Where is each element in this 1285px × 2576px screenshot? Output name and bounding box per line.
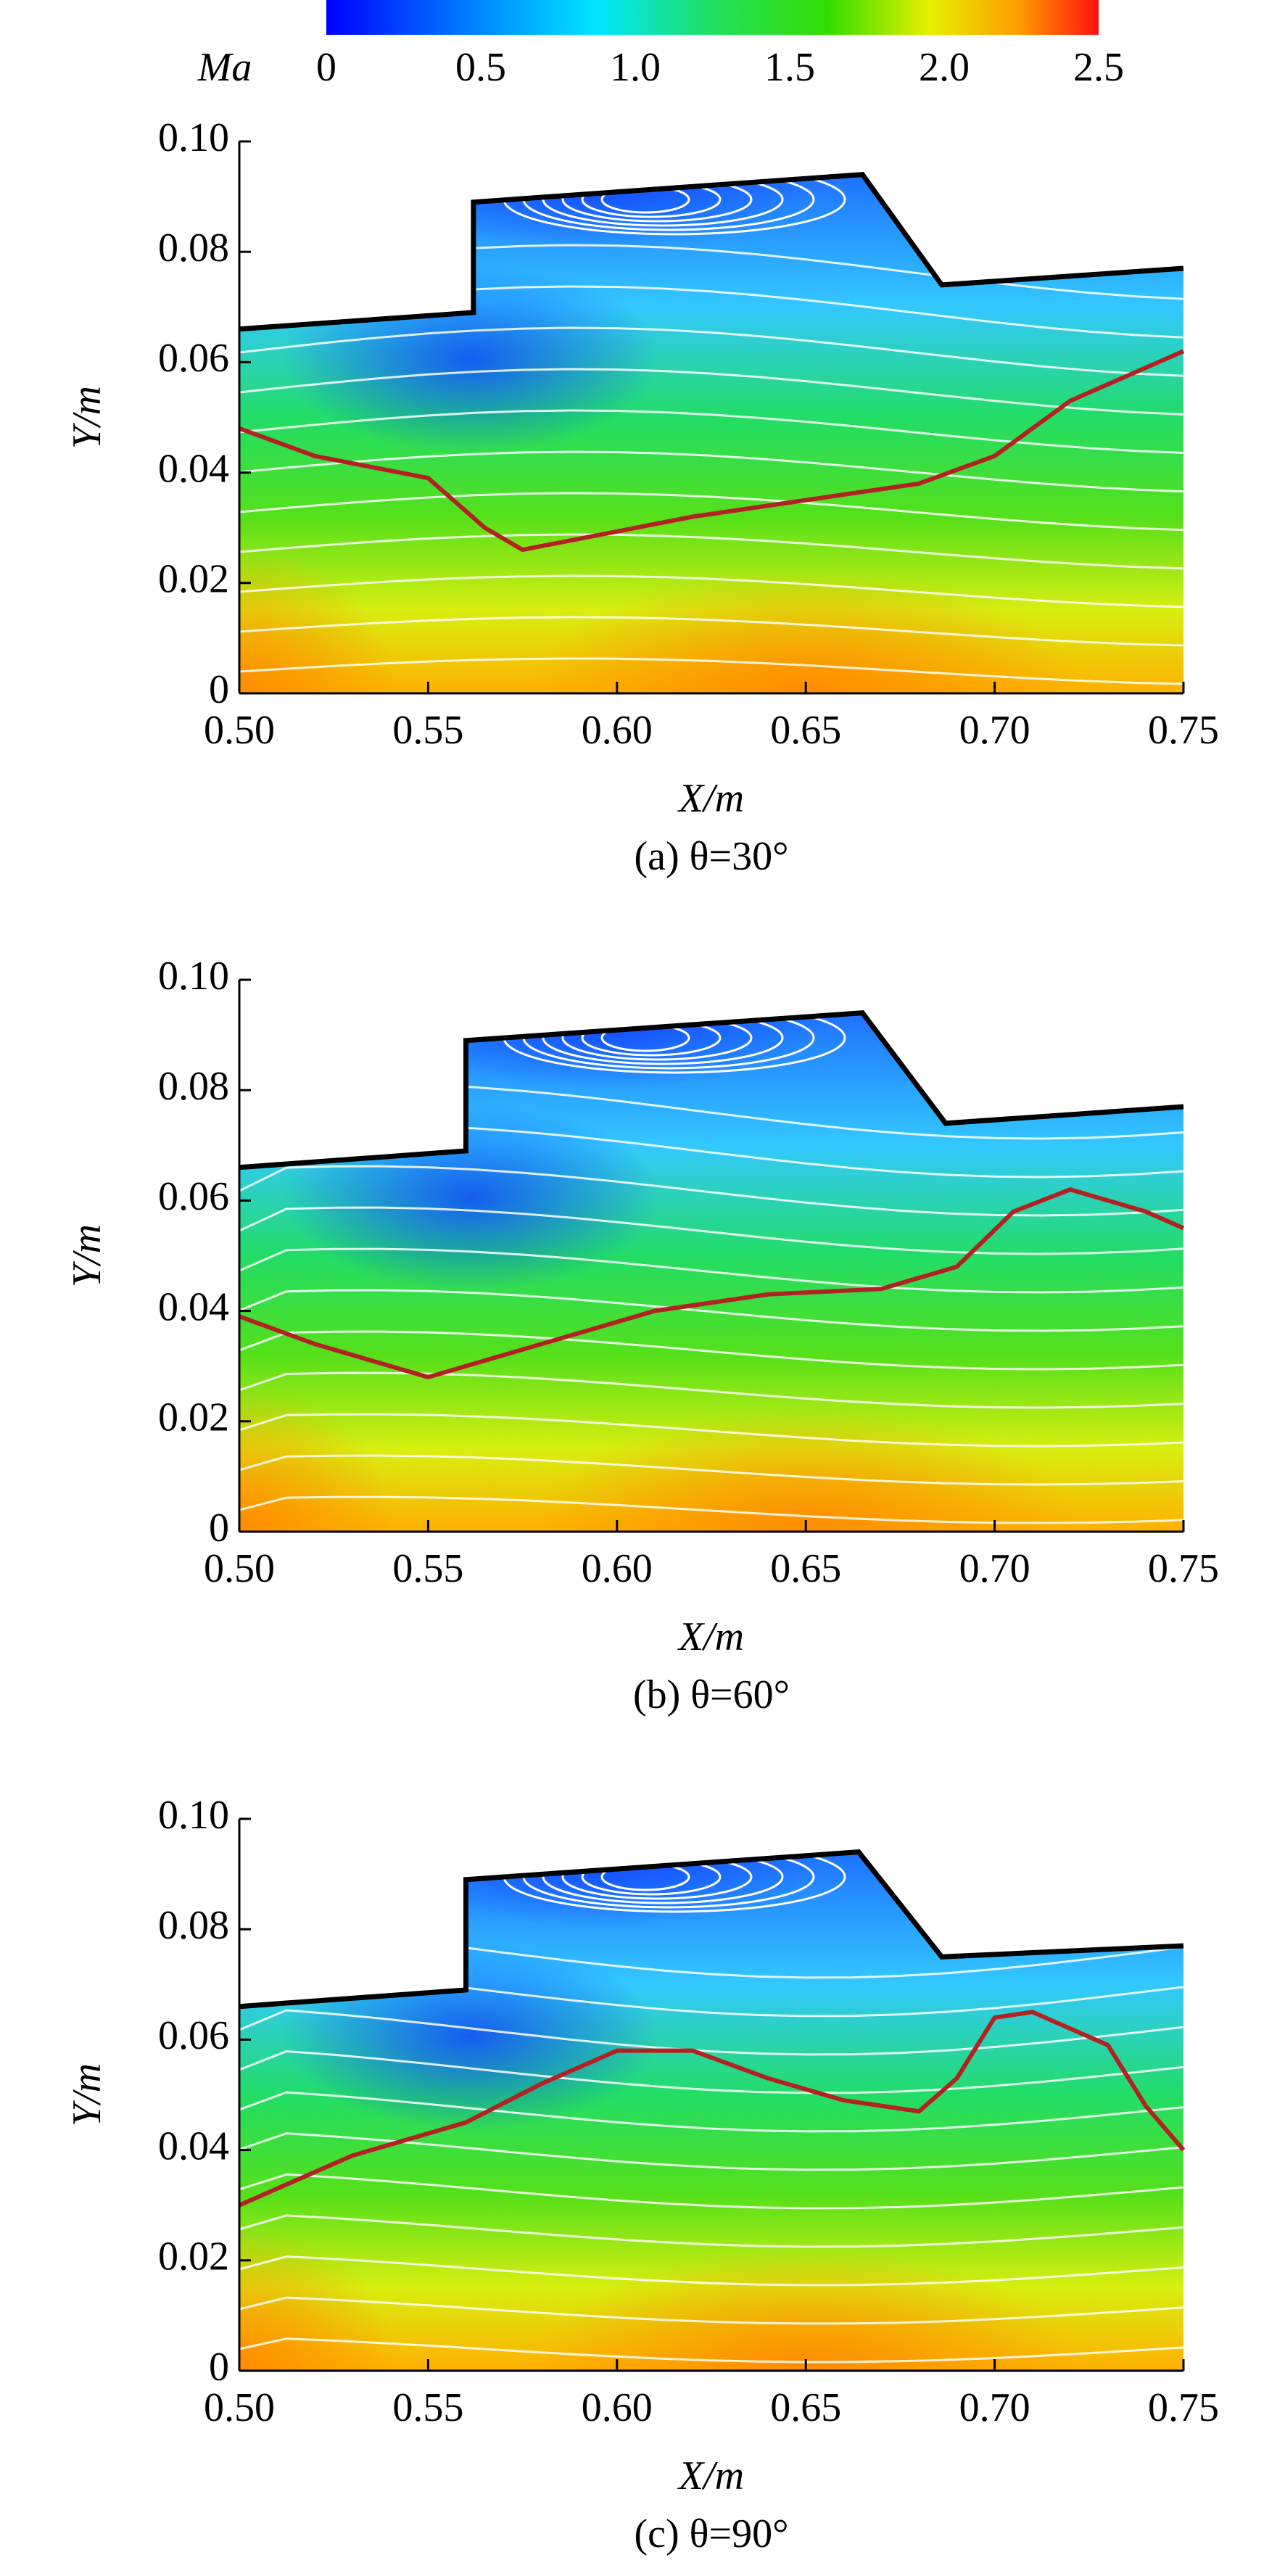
y-tick-label: 0.02 bbox=[158, 557, 229, 602]
streamline bbox=[239, 1289, 1183, 1332]
colorbar-tick-label: 2.5 bbox=[1073, 45, 1124, 90]
streamline bbox=[239, 450, 1183, 493]
field-hot bbox=[530, 1408, 1082, 1532]
x-tick-label: 0.65 bbox=[770, 2385, 841, 2430]
x-axis-label: X/m bbox=[677, 776, 744, 821]
streamline bbox=[239, 2049, 1183, 2094]
panel-caption: (c) θ=90° bbox=[635, 2511, 789, 2556]
colorbar-tick-label: 0 bbox=[316, 45, 336, 90]
y-tick-label: 0 bbox=[209, 1506, 229, 1551]
y-tick-label: 0.06 bbox=[158, 2013, 229, 2058]
sonic-line bbox=[238, 349, 1185, 553]
x-tick-label: 0.75 bbox=[1148, 708, 1219, 753]
x-tick-label: 0.75 bbox=[1148, 1546, 1219, 1591]
field-cold bbox=[283, 1103, 660, 1292]
y-tick-label: 0.10 bbox=[158, 1793, 229, 1838]
colorbar-tick-label: 0.5 bbox=[455, 45, 506, 90]
streamline bbox=[239, 2296, 1183, 2325]
x-tick-label: 0.60 bbox=[582, 2385, 653, 2430]
y-tick-label: 0.04 bbox=[158, 1284, 229, 1329]
streamline bbox=[239, 2173, 1183, 2210]
x-tick-label: 0.65 bbox=[770, 1546, 841, 1591]
x-tick-label: 0.55 bbox=[392, 1546, 463, 1591]
x-tick-label: 0.70 bbox=[959, 1546, 1030, 1591]
panel-caption: (b) θ=60° bbox=[633, 1672, 790, 1717]
y-tick-label: 0 bbox=[209, 2345, 229, 2390]
y-tick-label: 0.02 bbox=[158, 1395, 229, 1440]
y-tick-label: 0.02 bbox=[158, 2234, 229, 2279]
sonic-line bbox=[238, 2010, 1186, 2208]
field-hot bbox=[530, 570, 1082, 693]
panel: 0.50 0.55 0.60 0.65 0.70 0.75 0 0.02 0.04 0.06 0.0… bbox=[65, 1793, 1219, 2556]
y-axis-label: Y/m bbox=[65, 2063, 110, 2126]
y-axis-label: Y/m bbox=[65, 386, 110, 449]
x-tick-label: 0.50 bbox=[204, 2385, 275, 2430]
streamline bbox=[239, 1413, 1183, 1448]
field-hot bbox=[239, 548, 399, 693]
recirculation-streamline bbox=[542, 1012, 784, 1065]
streamline bbox=[239, 1495, 1183, 1524]
streamline bbox=[239, 2255, 1183, 2287]
streamline bbox=[239, 533, 1183, 570]
streamline bbox=[239, 2337, 1183, 2364]
panel: 0.50 0.55 0.60 0.65 0.70 0.75 0 0.02 0.04 0.06 0.0… bbox=[65, 115, 1219, 879]
wall bbox=[239, 172, 1184, 332]
y-tick-label: 0.08 bbox=[158, 1903, 229, 1948]
x-tick-label: 0.70 bbox=[959, 708, 1030, 753]
streamline bbox=[239, 1206, 1183, 1255]
x-axis-label: X/m bbox=[677, 1614, 744, 1659]
streamline bbox=[239, 2091, 1183, 2133]
y-axis-label: Y/m bbox=[65, 1224, 110, 1287]
streamline bbox=[239, 1330, 1183, 1371]
sonic-line bbox=[238, 1187, 1185, 1380]
colorbar-tick-label: 1.0 bbox=[610, 45, 661, 90]
streamline bbox=[239, 2214, 1183, 2248]
y-tick-label: 0.10 bbox=[158, 954, 229, 999]
streamline bbox=[239, 616, 1183, 647]
panel: 0.50 0.55 0.60 0.65 0.70 0.75 0 0.02 0.04 0.06 0.0… bbox=[65, 954, 1219, 1717]
x-tick-label: 0.60 bbox=[582, 708, 653, 753]
x-axis-label: X/m bbox=[677, 2453, 744, 2498]
x-tick-label: 0.50 bbox=[204, 1546, 275, 1591]
streamline bbox=[239, 1454, 1183, 1486]
streamline bbox=[239, 1247, 1183, 1294]
x-tick-label: 0.75 bbox=[1148, 2385, 1219, 2430]
x-tick-label: 0.55 bbox=[392, 708, 463, 753]
y-tick-label: 0.04 bbox=[158, 446, 229, 491]
field-hot bbox=[239, 1387, 399, 1532]
y-tick-label: 0.08 bbox=[158, 1064, 229, 1109]
wall bbox=[239, 1849, 1184, 2010]
streamline bbox=[239, 368, 1183, 416]
y-tick-label: 0.06 bbox=[158, 1174, 229, 1219]
streamline bbox=[239, 409, 1183, 454]
y-tick-label: 0.04 bbox=[158, 2123, 229, 2168]
colorbar-tick-label: 1.5 bbox=[764, 45, 815, 90]
field-cold bbox=[283, 1942, 660, 2131]
colorbar-label: Ma bbox=[197, 45, 252, 90]
colorbar-tick-label: 2.0 bbox=[919, 45, 970, 90]
x-tick-label: 0.70 bbox=[959, 2385, 1030, 2430]
streamline bbox=[239, 657, 1183, 685]
y-tick-label: 0.10 bbox=[158, 115, 229, 160]
streamline bbox=[239, 326, 1183, 377]
y-tick-label: 0 bbox=[209, 667, 229, 712]
x-tick-label: 0.60 bbox=[582, 1546, 653, 1591]
x-tick-label: 0.50 bbox=[204, 708, 275, 753]
y-tick-label: 0.06 bbox=[158, 336, 229, 381]
panel-caption: (a) θ=30° bbox=[635, 834, 789, 879]
field-hot bbox=[530, 2247, 1082, 2371]
streamline bbox=[239, 1371, 1183, 1409]
y-tick-label: 0.08 bbox=[158, 226, 229, 271]
colorbar bbox=[326, 0, 1099, 35]
wall bbox=[239, 1010, 1184, 1171]
recirculation-streamline bbox=[542, 1852, 784, 1904]
streamline bbox=[239, 1165, 1183, 1217]
x-tick-label: 0.55 bbox=[392, 2385, 463, 2430]
streamline bbox=[239, 492, 1183, 532]
streamline bbox=[239, 2009, 1183, 2056]
streamline bbox=[239, 574, 1183, 608]
x-tick-label: 0.65 bbox=[770, 708, 841, 753]
